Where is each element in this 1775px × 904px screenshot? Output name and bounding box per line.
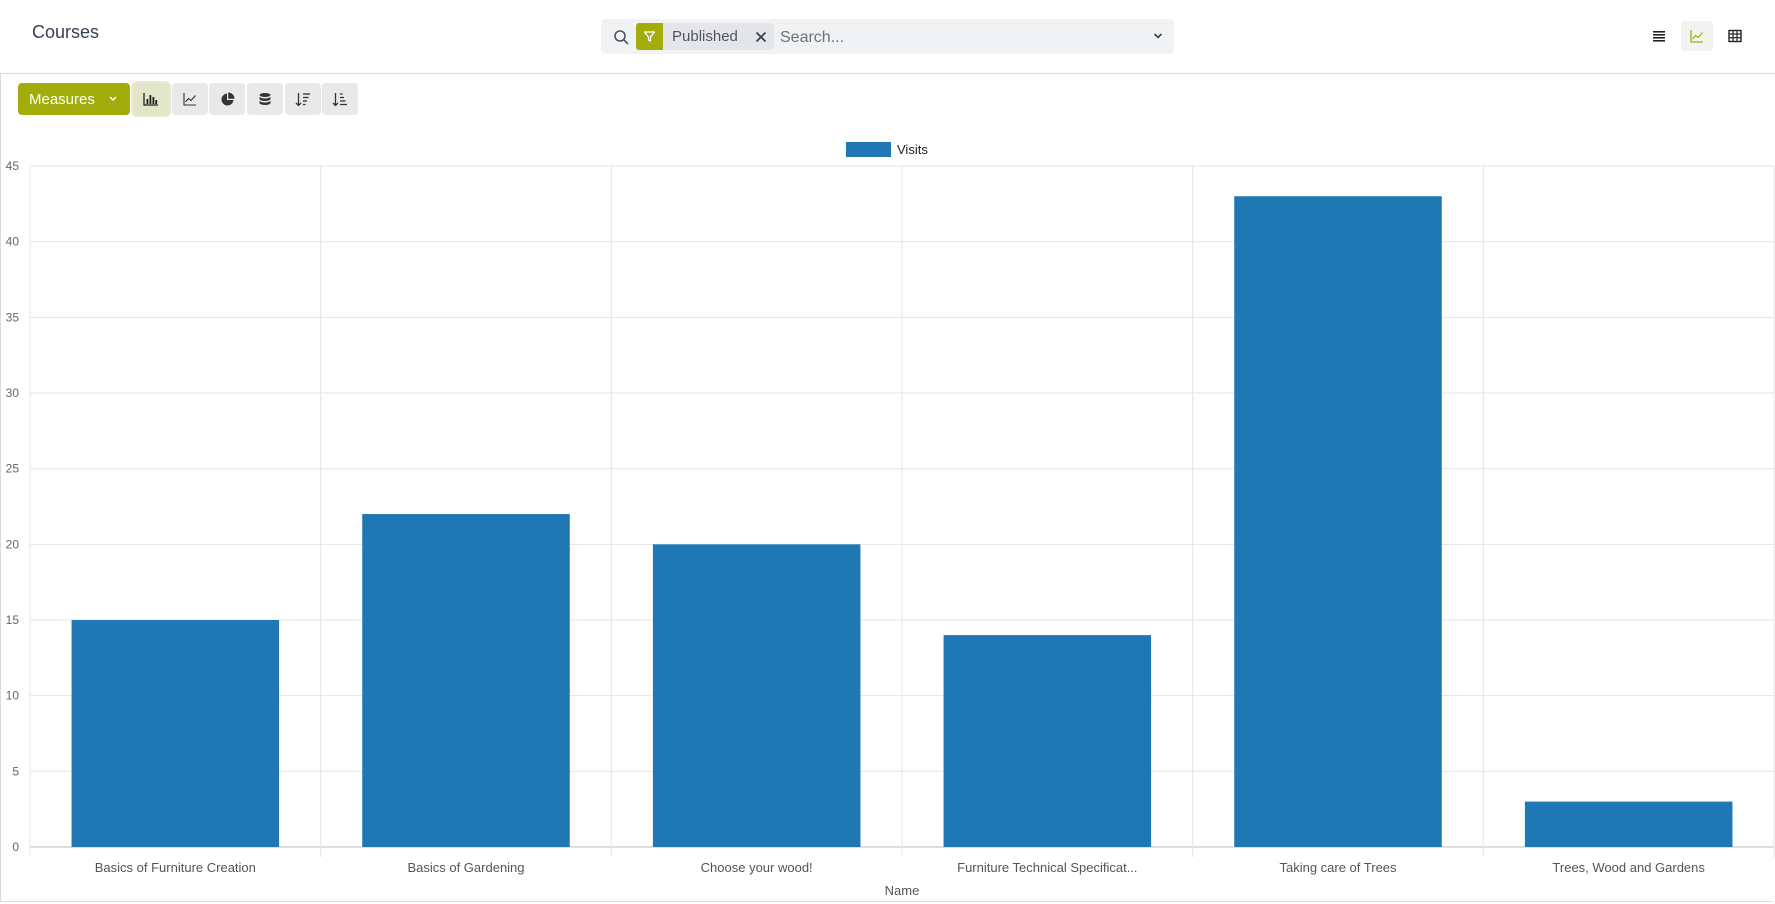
bar: [1524, 801, 1733, 847]
bar: [362, 514, 570, 847]
measures-label: Measures: [29, 90, 95, 108]
list-view-icon: [1653, 31, 1665, 42]
pie-chart-icon: [221, 92, 234, 105]
sort-descending-icon: [295, 92, 310, 106]
y-tick-label: 0: [12, 840, 19, 854]
stack-icon: [259, 92, 271, 105]
sort-descending-button[interactable]: [285, 83, 321, 115]
y-tick-label: 30: [6, 386, 20, 400]
y-tick-label: 40: [6, 235, 20, 249]
line-chart-icon: [183, 93, 196, 106]
search-bar[interactable]: Published: [601, 19, 1174, 54]
bar: [943, 635, 1152, 847]
table-icon: [1728, 29, 1742, 43]
x-tick-label: Choose your wood!: [701, 860, 813, 875]
filter-icon: [636, 23, 663, 50]
bar-chart-icon: [143, 93, 158, 106]
chart-legend[interactable]: Visits: [846, 141, 928, 157]
chevron-down-icon[interactable]: [1150, 28, 1166, 44]
close-icon[interactable]: [747, 23, 774, 50]
search-icon: [614, 30, 629, 45]
line-chart-button[interactable]: [172, 83, 208, 115]
bar-chart-button[interactable]: [133, 83, 169, 115]
x-tick-label: Taking care of Trees: [1279, 860, 1397, 875]
legend-swatch: [846, 141, 891, 157]
control-panel: Courses Published: [0, 0, 1775, 74]
pie-chart-button[interactable]: [209, 83, 245, 115]
x-tick-label: Basics of Furniture Creation: [95, 860, 256, 875]
measures-button[interactable]: Measures: [18, 83, 130, 115]
legend-label: Visits: [897, 141, 928, 157]
y-tick-label: 35: [6, 310, 20, 324]
x-tick-label: Trees, Wood and Gardens: [1552, 860, 1705, 875]
bar: [652, 544, 861, 847]
bar: [71, 620, 280, 847]
x-axis-title: Name: [885, 883, 920, 898]
filter-facet: Published: [636, 23, 774, 50]
chevron-down-icon: [109, 96, 117, 102]
page-title: Courses: [32, 22, 100, 42]
stacked-button[interactable]: [247, 83, 283, 115]
y-tick-label: 45: [6, 159, 20, 173]
y-tick-label: 25: [6, 462, 20, 476]
pivot-view-button[interactable]: [1719, 21, 1751, 51]
sort-ascending-button[interactable]: [322, 83, 358, 115]
line-chart-icon: [1690, 30, 1703, 43]
y-tick-label: 10: [6, 689, 20, 703]
bar: [1234, 196, 1442, 847]
graph-view-button[interactable]: [1681, 21, 1713, 51]
y-tick-label: 5: [12, 764, 19, 778]
list-view-button[interactable]: [1643, 21, 1675, 51]
search-input[interactable]: [778, 23, 1132, 52]
y-tick-label: 15: [6, 613, 20, 627]
x-tick-label: Furniture Technical Specificat...: [957, 860, 1137, 875]
y-tick-label: 20: [6, 537, 20, 551]
bar-chart: 0 5 10 15 20 25 30 35 40 45 Basics of Furniture Cr…: [6, 159, 1775, 898]
x-tick-label: Basics of Gardening: [407, 860, 524, 875]
facet-label: Published: [663, 23, 748, 50]
sort-ascending-icon: [332, 92, 347, 106]
